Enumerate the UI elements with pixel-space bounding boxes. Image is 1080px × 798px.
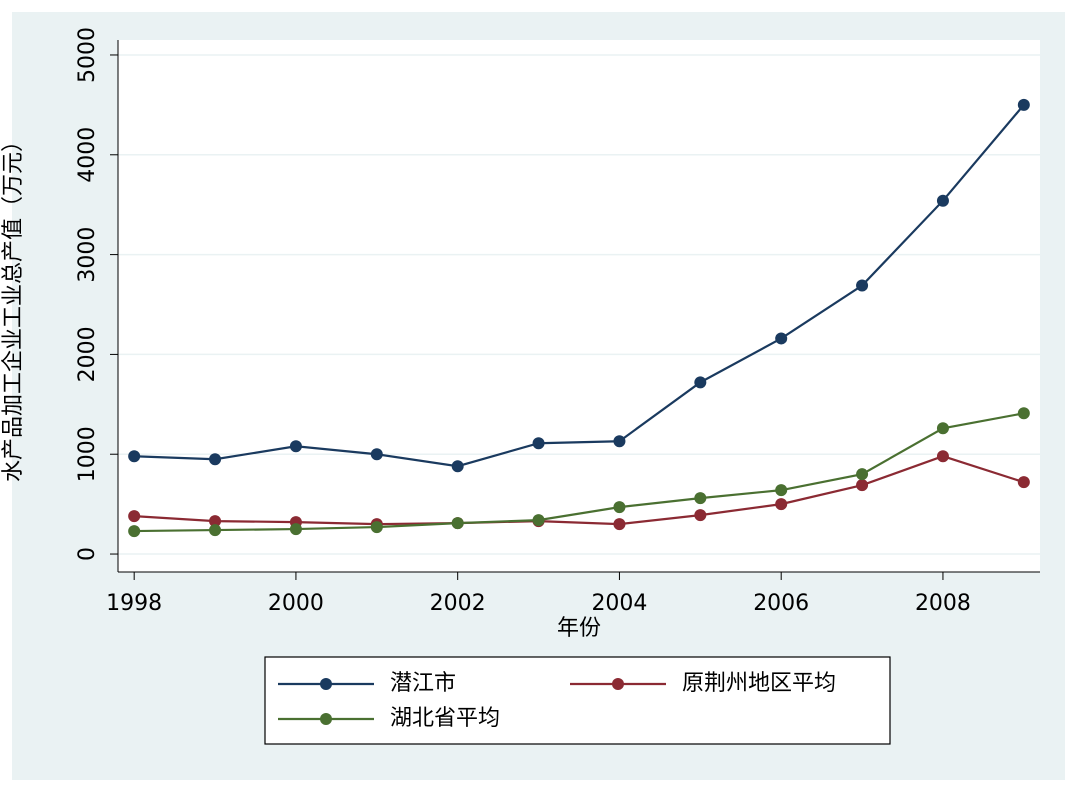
x-axis-title: 年份 (557, 616, 601, 641)
x-tick-label: 2004 (591, 591, 647, 616)
point (936, 422, 949, 435)
x-tick-label: 2000 (268, 591, 324, 616)
point (1017, 476, 1030, 489)
point (451, 517, 464, 530)
point (856, 279, 869, 292)
y-tick-label: 5000 (75, 27, 100, 83)
point (775, 332, 788, 345)
series-line (134, 412, 1025, 533)
point (856, 468, 869, 481)
point (613, 518, 626, 531)
point (289, 440, 302, 453)
point (128, 525, 141, 538)
point (209, 453, 222, 466)
point (936, 450, 949, 463)
y-tick-label: 2000 (75, 326, 100, 382)
point (613, 435, 626, 448)
x-tick-label: 2002 (430, 591, 486, 616)
y-tick-label: 1000 (75, 426, 100, 482)
y-axis-title: 水产品加工企业工业总产值（万元） (1, 130, 26, 482)
point (128, 510, 141, 523)
legend (264, 656, 891, 745)
legend-marker (612, 678, 624, 690)
point (128, 450, 141, 463)
legend-marker (320, 678, 332, 690)
point (856, 479, 869, 492)
point (613, 501, 626, 514)
plot-region (118, 40, 1040, 572)
point (775, 498, 788, 511)
point (370, 521, 383, 534)
x-tick-label: 2006 (753, 591, 809, 616)
series-line (134, 455, 1025, 526)
legend-marker (320, 713, 332, 725)
point (1017, 98, 1030, 111)
point (289, 523, 302, 536)
legend-label: 潜江市 (390, 671, 456, 696)
point (694, 376, 707, 389)
point (532, 514, 545, 527)
point (775, 484, 788, 497)
x-tick-label: 1998 (106, 591, 162, 616)
point (1017, 407, 1030, 420)
series-line (134, 104, 1025, 468)
x-tick-label: 2008 (915, 591, 971, 616)
point (936, 194, 949, 207)
point (694, 492, 707, 505)
y-tick-label: 4000 (75, 127, 100, 183)
point (209, 515, 222, 528)
legend-label: 湖北省平均 (390, 706, 500, 731)
point (209, 524, 222, 537)
point (451, 460, 464, 473)
legend-label: 原荆州地区平均 (682, 671, 836, 696)
y-tick-label: 3000 (75, 227, 100, 283)
y-tick-label: 0 (75, 547, 100, 561)
point (694, 509, 707, 522)
point (532, 437, 545, 450)
point (370, 448, 383, 461)
